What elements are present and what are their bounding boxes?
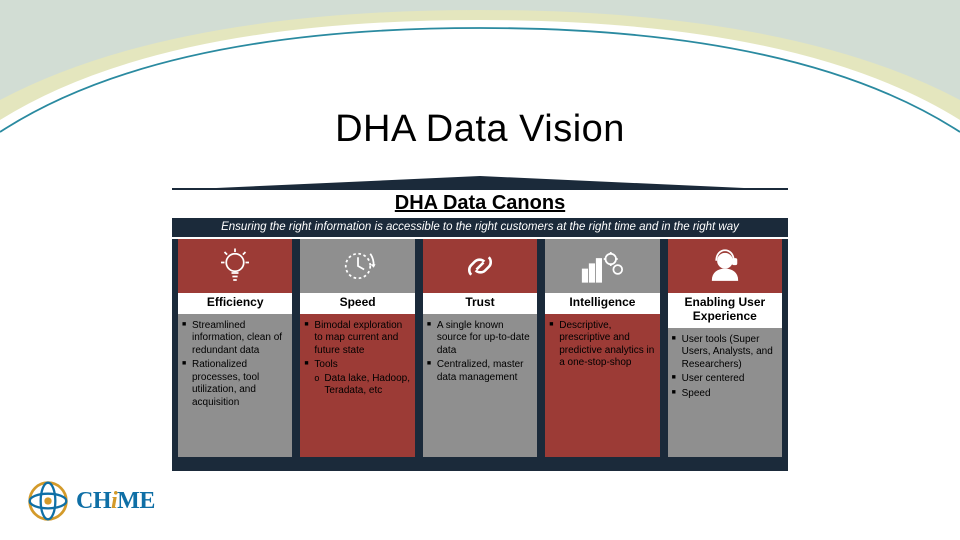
column-heading: Enabling User Experience xyxy=(668,293,782,328)
column-body: Bimodal exploration to map current and f… xyxy=(300,314,414,457)
column-heading: Intelligence xyxy=(545,293,659,314)
bullet-item: Bimodal exploration to map current and f… xyxy=(304,320,410,358)
column-speed: Speed Bimodal exploration to map current… xyxy=(300,239,414,457)
bullet-item: Tools Data lake, Hadoop, Teradata, etc xyxy=(304,359,410,398)
column-heading: Trust xyxy=(423,293,537,314)
chime-logo: CHiME xyxy=(26,472,176,530)
bullet-item: Rationalized processes, tool utilization… xyxy=(182,359,288,409)
clock-arrow-icon xyxy=(300,239,414,293)
column-body: Streamlined information, clean of redund… xyxy=(178,314,292,457)
tagline: Ensuring the right information is access… xyxy=(172,218,788,237)
column-heading: Speed xyxy=(300,293,414,314)
bullet-item: A single known source for up-to-date dat… xyxy=(427,320,533,358)
section-header: DHA Data Canons xyxy=(172,188,788,219)
column-trust: Trust A single known source for up-to-da… xyxy=(423,239,537,457)
column-body: A single known source for up-to-date dat… xyxy=(423,314,537,457)
column-intelligence: Intelligence Descriptive, prescriptive a… xyxy=(545,239,659,457)
logo-text: CHiME xyxy=(76,488,155,515)
page-title: DHA Data Vision xyxy=(0,108,960,151)
sub-bullet-item: Data lake, Hadoop, Teradata, etc xyxy=(314,373,410,398)
gears-chart-icon xyxy=(545,239,659,293)
bullet-item: Centralized, master data management xyxy=(427,359,533,384)
bullet-item: User centered xyxy=(672,373,778,386)
logo-mark-icon xyxy=(26,479,70,523)
bullet-item: Streamlined information, clean of redund… xyxy=(182,320,288,358)
lightbulb-icon xyxy=(178,239,292,293)
decorative-curves xyxy=(0,0,960,200)
columns-container: Efficiency Streamlined information, clea… xyxy=(172,239,788,457)
bullet-item: Speed xyxy=(672,388,778,401)
column-efficiency: Efficiency Streamlined information, clea… xyxy=(178,239,292,457)
user-headset-icon xyxy=(668,239,782,293)
link-icon xyxy=(423,239,537,293)
column-enabling-ux: Enabling User Experience User tools (Sup… xyxy=(668,239,782,457)
bullet-item: User tools (Super Users, Analysts, and R… xyxy=(672,334,778,372)
column-body: User tools (Super Users, Analysts, and R… xyxy=(668,328,782,457)
bullet-item: Descriptive, prescriptive and predictive… xyxy=(549,320,655,370)
column-body: Descriptive, prescriptive and predictive… xyxy=(545,314,659,457)
column-heading: Efficiency xyxy=(178,293,292,314)
